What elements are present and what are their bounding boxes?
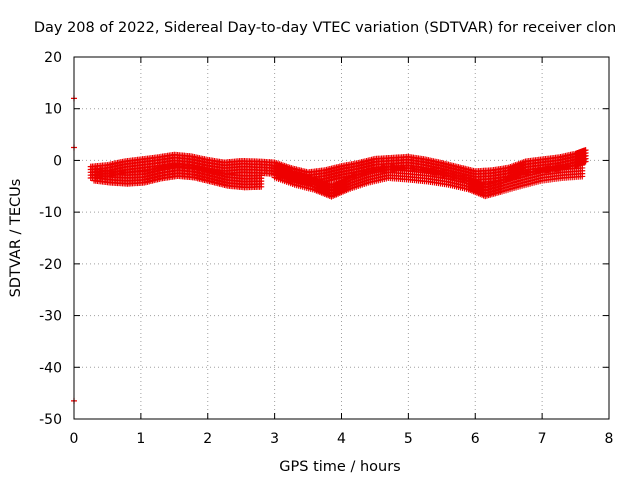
x-tick-label: 1 xyxy=(136,431,145,447)
y-tick-label: -30 xyxy=(39,309,62,325)
series-track-B xyxy=(91,161,265,191)
y-tick-label: -50 xyxy=(39,412,62,428)
x-tick-label: 0 xyxy=(70,431,79,447)
x-tick-label: 3 xyxy=(270,431,279,447)
x-tick-label: 5 xyxy=(404,431,413,447)
y-tick-label: -40 xyxy=(39,360,62,376)
x-tick-label: 4 xyxy=(337,431,346,447)
axis-ticks: 0 1 2 3 4 5 6 7 8 20 10 0 -10 -20 -30 -40 -50 xyxy=(39,50,613,447)
y-tick-label: 20 xyxy=(44,50,62,66)
chart-title: Day 208 of 2022, Sidereal Day-to-day VTE… xyxy=(34,20,616,36)
x-tick-label: 6 xyxy=(471,431,480,447)
series-track-C xyxy=(271,162,586,200)
y-tick-label: -20 xyxy=(39,257,62,273)
data-point xyxy=(258,172,265,179)
x-tick-label: 8 xyxy=(605,431,614,447)
y-tick-label: 10 xyxy=(44,102,62,118)
y-axis-label: SDTVAR / TECUs xyxy=(8,179,24,298)
x-tick-label: 7 xyxy=(538,431,547,447)
x-axis-label: GPS time / hours xyxy=(279,459,400,475)
y-tick-label: 0 xyxy=(53,153,62,169)
x-tick-label: 2 xyxy=(203,431,212,447)
y-tick-label: -10 xyxy=(39,205,62,221)
data-point xyxy=(582,147,589,154)
data-point xyxy=(579,162,586,169)
data-tracks xyxy=(71,95,589,404)
grid-lines xyxy=(74,57,609,419)
